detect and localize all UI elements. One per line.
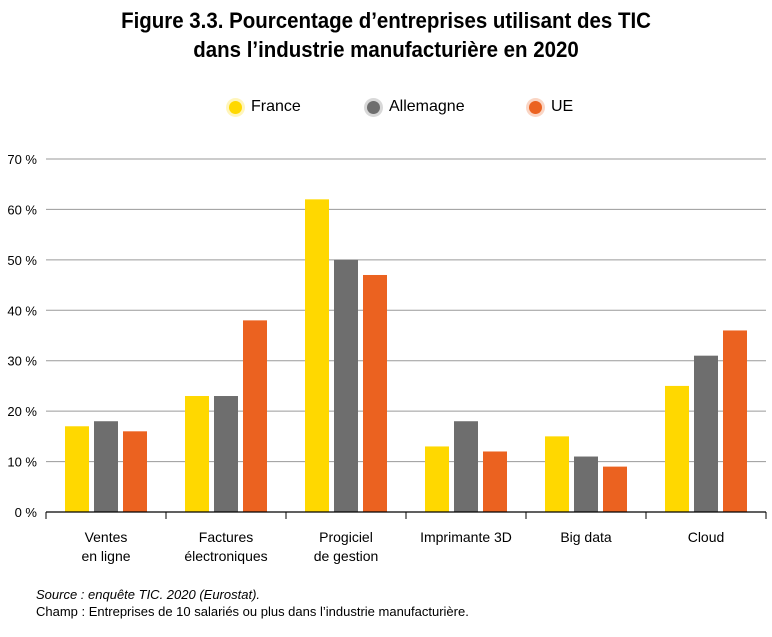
chart-title-line-2: dans l’industrie manufacturière en 2020	[193, 37, 579, 62]
y-tick-label: 40 %	[7, 303, 37, 318]
legend-label-allemagne: Allemagne	[389, 98, 465, 115]
bar-france-4	[545, 436, 569, 512]
bar-allemagne-1	[214, 396, 238, 512]
bar-ue-1	[243, 320, 267, 512]
bar-allemagne-4	[574, 456, 598, 512]
x-category-label: Progiciel	[319, 529, 373, 545]
chart-title: Figure 3.3. Pourcentage d’entreprises ut…	[27, 6, 745, 64]
x-category-label: Big data	[560, 529, 612, 545]
bar-chart: 0 % 10 % 20 % 30 % 40 % 50 % 60 % 70 % Ventes en …	[7, 152, 767, 564]
chart-title-line-1: Figure 3.3. Pourcentage d’entreprises ut…	[121, 8, 651, 33]
legend-label-france: France	[251, 98, 301, 115]
x-category-label: Imprimante 3D	[420, 529, 512, 545]
x-category-label: Factures	[199, 529, 253, 545]
bar-allemagne-3	[454, 421, 478, 512]
bar-allemagne-0	[94, 421, 118, 512]
bar-ue-5	[723, 330, 747, 512]
y-tick-label: 60 %	[7, 202, 37, 217]
source-line: Source : enquête TIC. 2020 (Eurostat).	[36, 587, 261, 602]
y-tick-label: 0 %	[15, 505, 38, 520]
legend-marker-ue	[529, 100, 542, 114]
bar-france-1	[185, 396, 209, 512]
legend: France Allemagne UE	[0, 94, 772, 120]
x-category-label: en ligne	[81, 548, 130, 564]
y-tick-label: 20 %	[7, 404, 37, 419]
x-category-label: Ventes	[85, 529, 128, 545]
legend-item-allemagne: Allemagne	[367, 94, 465, 120]
bar-france-5	[665, 385, 689, 512]
x-category-label: électroniques	[184, 548, 267, 564]
legend-label-ue: UE	[551, 98, 574, 115]
y-tick-label: 70 %	[7, 152, 37, 167]
scope-line: Champ : Entreprises de 10 salariés ou pl…	[36, 604, 469, 619]
bar-ue-2	[363, 274, 387, 512]
legend-item-france: France	[229, 94, 301, 120]
bar-france-0	[65, 426, 89, 512]
bar-allemagne-2	[334, 259, 358, 512]
legend-marker-allemagne	[367, 100, 380, 114]
source-note: Source : enquête TIC. 2020 (Eurostat). C…	[36, 586, 469, 620]
legend-marker-france	[229, 100, 242, 114]
bar-ue-0	[123, 431, 147, 512]
x-category-label: Cloud	[688, 529, 725, 545]
bar-ue-4	[603, 466, 627, 512]
x-category-label: de gestion	[314, 548, 379, 564]
y-tick-label: 30 %	[7, 354, 37, 369]
y-tick-label: 10 %	[7, 455, 37, 470]
y-tick-label: 50 %	[7, 253, 37, 268]
bar-france-2	[305, 199, 329, 512]
bar-ue-3	[483, 451, 507, 512]
bar-france-3	[425, 446, 449, 512]
bar-allemagne-5	[694, 355, 718, 512]
legend-item-ue: UE	[529, 94, 573, 120]
